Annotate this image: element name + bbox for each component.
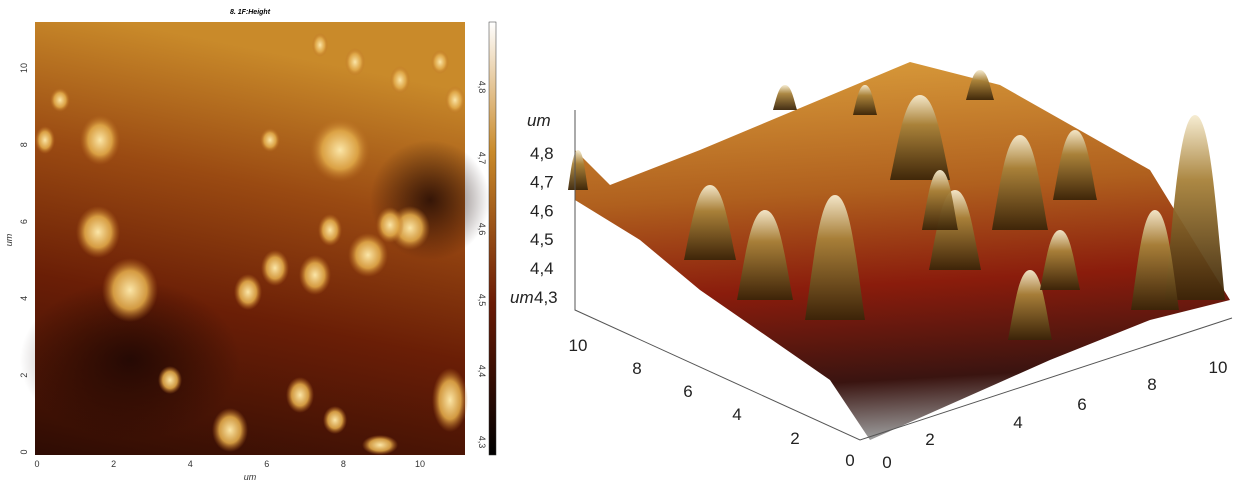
right-axis-tick-label: 8	[1147, 375, 1156, 394]
right-axis-tick-label: 2	[925, 430, 934, 449]
feature	[158, 366, 182, 394]
y-tick-label: 4	[19, 296, 29, 301]
feature	[345, 48, 365, 76]
x-tick-label: 6	[264, 459, 269, 469]
x-tick-label: 8	[341, 459, 346, 469]
surface-3d	[568, 62, 1232, 440]
feature	[312, 33, 328, 57]
feature	[432, 368, 468, 432]
y-tick-label: 10	[19, 63, 29, 73]
feature	[102, 258, 158, 322]
y-axis-label: um	[4, 233, 14, 246]
right-axis-tick-label: 6	[1077, 395, 1086, 414]
feature	[234, 274, 262, 310]
x-tick-label: 0	[34, 459, 39, 469]
colorbar-tick-label: 4,7	[477, 152, 487, 165]
height-map	[20, 22, 490, 455]
feature	[431, 50, 449, 74]
z-tick-label: 4,4	[530, 259, 554, 278]
x-tick-label: 4	[188, 459, 193, 469]
peak	[568, 150, 588, 190]
colorbar-tick-label: 4,6	[477, 223, 487, 236]
feature	[76, 206, 120, 258]
feature	[445, 86, 465, 114]
peak	[1165, 115, 1225, 300]
feature	[50, 88, 70, 112]
peak	[773, 85, 797, 110]
feature	[310, 118, 370, 182]
y-tick-label: 6	[19, 219, 29, 224]
feature	[376, 207, 404, 243]
colorbar	[489, 22, 496, 455]
feature	[362, 435, 398, 455]
left-axis-tick-label: 2	[790, 429, 799, 448]
y-tick-label: 0	[19, 449, 29, 454]
peak	[966, 70, 994, 100]
colorbar-tick-label: 4,4	[477, 365, 487, 378]
figure: 8. 1F:Height um um um um 0 2 4 6 8 10 0 2 4 6 8 10 4…	[0, 0, 1234, 480]
feature	[261, 250, 289, 286]
left-axis-tick-label: 8	[632, 359, 641, 378]
z-unit: um	[527, 111, 551, 130]
z-tick-label: 4,8	[530, 144, 554, 163]
right-axis-tick-label: 0	[882, 453, 891, 472]
x-axis-label: um	[244, 472, 257, 480]
z-tick-label: 4,6	[530, 201, 554, 220]
z-unit: um	[510, 288, 534, 307]
left-axis-tick-label: 4	[732, 405, 741, 424]
feature	[323, 406, 347, 434]
feature	[318, 214, 342, 246]
z-tick-label: 4,5	[530, 230, 554, 249]
y-tick-label: 2	[19, 373, 29, 378]
x-tick-label: 2	[111, 459, 116, 469]
z-tick-label: 4,7	[530, 173, 554, 192]
colorbar-tick-label: 4,5	[477, 294, 487, 307]
left-axis-tick-label: 10	[569, 336, 588, 355]
x-tick-label: 10	[415, 459, 425, 469]
z-tick-label: 4,3	[534, 288, 558, 307]
feature	[35, 126, 55, 154]
feature	[286, 377, 314, 413]
feature	[390, 66, 410, 94]
feature	[80, 115, 120, 165]
feature	[212, 408, 248, 452]
right-axis-tick-label: 10	[1209, 358, 1228, 377]
left-axis-tick-label: 6	[683, 382, 692, 401]
feature	[260, 128, 280, 152]
colorbar-tick-label: 4,8	[477, 81, 487, 94]
colorbar-tick-label: 4,3	[477, 436, 487, 449]
surface	[575, 62, 1230, 440]
feature	[299, 255, 331, 295]
map-title: 8. 1F:Height	[230, 9, 271, 16]
y-tick-label: 8	[19, 142, 29, 147]
left-axis-tick-label: 0	[845, 451, 854, 470]
right-axis-tick-label: 4	[1013, 413, 1022, 432]
